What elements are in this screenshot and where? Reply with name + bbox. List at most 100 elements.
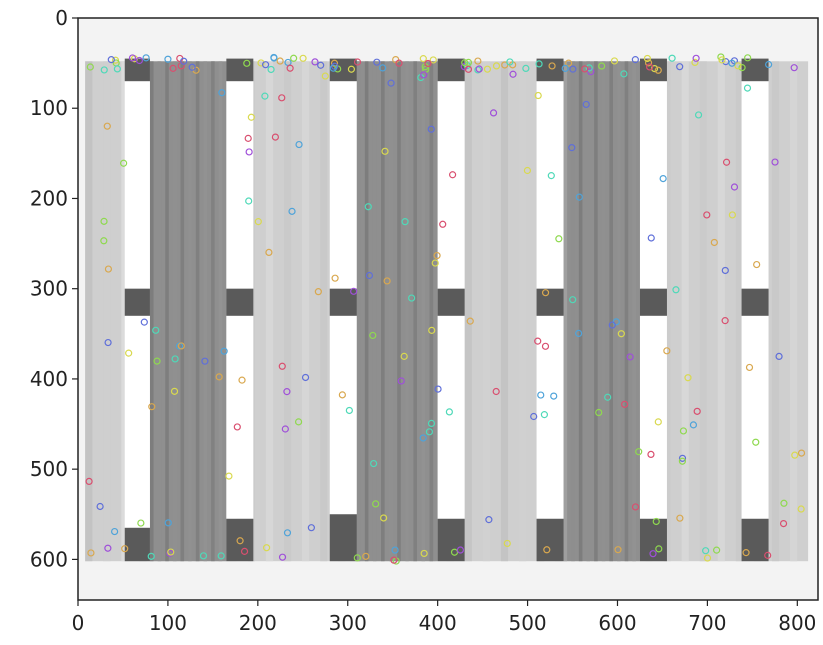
board-grain: [103, 61, 111, 562]
white-slot: [437, 81, 465, 289]
keypoint-marker: [450, 548, 459, 556]
keypoint-marker: [307, 524, 315, 532]
keypoint-marker: [177, 342, 185, 350]
keypoint-marker: [425, 428, 434, 436]
keypoint-marker: [753, 260, 761, 269]
keypoint-marker: [215, 373, 223, 381]
keypoint-marker: [96, 502, 104, 511]
keypoint-marker: [362, 552, 370, 560]
x-tick-label: 700: [688, 611, 726, 635]
keypoint-marker: [188, 63, 196, 71]
keypoint-marker: [153, 357, 161, 365]
keypoint-marker: [236, 537, 244, 545]
keypoint-marker: [745, 363, 754, 372]
keypoint-marker: [614, 546, 622, 554]
keypoint-marker: [243, 59, 251, 67]
dark-board-grain: [586, 61, 591, 562]
keypoint-marker: [301, 373, 310, 382]
keypoint-marker: [722, 58, 730, 66]
dark-board-grain: [632, 61, 636, 562]
dark-board-grain: [601, 61, 606, 562]
keypoint-marker: [311, 58, 319, 66]
x-tick-label: 600: [598, 611, 636, 635]
keypoint-marker: [137, 519, 145, 527]
keypoint-marker: [420, 549, 428, 558]
board-grain: [771, 61, 780, 562]
keypoint-marker: [713, 546, 721, 554]
keypoint-marker: [509, 70, 517, 78]
keypoint-marker: [617, 330, 625, 338]
keypoint-marker: [419, 55, 427, 63]
board-grain: [518, 61, 527, 562]
keypoint-marker: [364, 203, 372, 211]
keypoint-marker: [408, 294, 416, 302]
keypoint-marker: [387, 79, 395, 87]
white-slot: [329, 315, 357, 515]
pallet-block: [329, 514, 357, 562]
keypoint-marker: [142, 54, 150, 62]
keypoint-marker: [564, 59, 573, 67]
dark-board-grain: [157, 61, 162, 562]
keypoint-marker: [730, 183, 739, 191]
keypoint-marker: [780, 499, 788, 507]
keypoint-marker: [485, 516, 493, 524]
dark-board-grain: [203, 61, 208, 562]
keypoint-marker: [100, 237, 108, 245]
keypoint-marker: [710, 238, 718, 247]
keypoint-marker: [104, 338, 112, 347]
dark-board-grain: [364, 61, 369, 562]
keypoint-marker: [254, 218, 262, 226]
keypoint-marker: [620, 70, 628, 78]
keypoint-marker: [217, 552, 225, 560]
board-grain: [681, 61, 689, 562]
keypoint-marker: [369, 331, 377, 340]
keypoint-marker: [721, 317, 729, 325]
keypoint-marker: [775, 352, 783, 360]
board-grain: [265, 61, 274, 562]
keypoint-marker: [100, 66, 108, 74]
pallet-block: [329, 288, 357, 316]
keypoint-marker: [728, 211, 736, 219]
keypoint-marker: [100, 217, 108, 225]
keypoint-marker: [506, 58, 514, 66]
x-tick-label: 800: [778, 611, 816, 635]
keypoint-marker: [445, 408, 453, 416]
keypoint-marker: [111, 527, 119, 536]
keypoint-marker: [621, 400, 629, 408]
keypoint-marker: [598, 62, 606, 70]
keypoint-marker: [721, 266, 729, 275]
keypoint-marker: [286, 64, 294, 72]
keypoint-marker: [742, 549, 750, 557]
keypoint-marker: [541, 289, 550, 297]
keypoint-marker: [283, 388, 291, 396]
keypoint-marker: [610, 57, 619, 65]
keypoint-marker: [278, 94, 286, 102]
keypoint-marker: [428, 326, 436, 334]
board-grain: [790, 61, 798, 562]
pallet-block: [741, 518, 769, 562]
keypoint-marker: [283, 529, 292, 537]
dark-board-grain: [594, 61, 598, 562]
board-grain: [320, 61, 328, 562]
white-slot: [741, 81, 769, 289]
white-slot: [226, 315, 254, 519]
keypoint-marker: [449, 171, 457, 179]
keypoint-marker: [694, 111, 703, 119]
dark-board-grain: [372, 61, 377, 562]
keypoint-marker: [738, 64, 746, 72]
keypoint-marker: [752, 438, 760, 446]
keypoint-marker: [543, 546, 551, 554]
keypoint-marker: [663, 347, 671, 355]
axes-frame: [77, 17, 819, 601]
keypoint-marker: [678, 454, 687, 462]
keypoint-marker: [120, 159, 128, 167]
pallet-block: [536, 288, 564, 316]
dark-board-grain: [381, 61, 385, 562]
dark-board-grain: [397, 61, 401, 562]
keypoint-marker: [148, 403, 156, 411]
keypoint-marker: [180, 57, 188, 65]
keypoint-marker: [261, 92, 269, 100]
keypoint-marker: [261, 61, 270, 69]
dark-board-grain: [165, 61, 169, 562]
